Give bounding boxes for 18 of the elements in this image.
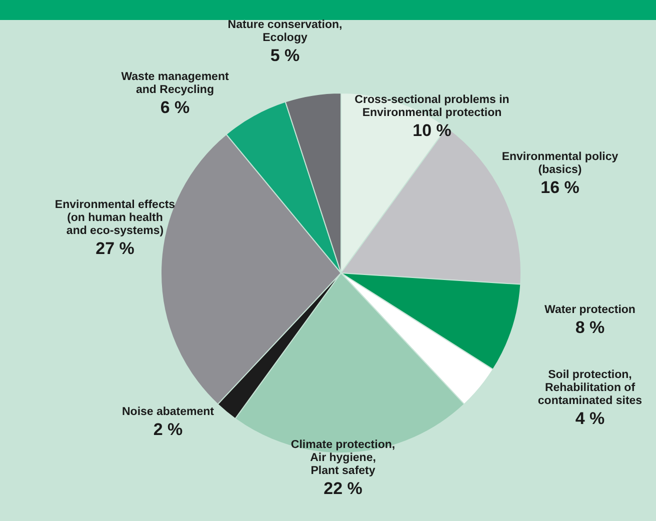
- data-label: 6 %: [160, 98, 190, 117]
- data-label: 16 %: [540, 178, 580, 197]
- data-label: 22 %: [324, 479, 362, 498]
- data-label: 4 %: [575, 409, 605, 428]
- slice-label: Environmental effects (on human health and eco-systems): [54, 199, 176, 237]
- slice-label: Waste management and Recycling: [121, 71, 229, 96]
- data-label: 10 %: [412, 121, 452, 140]
- data-label: 5 %: [270, 46, 300, 65]
- slice-label: Climate protection, Air hygiene, Plant safety: [290, 439, 396, 477]
- data-label: 2 %: [153, 420, 183, 439]
- slice-label: Noise abatement: [122, 406, 214, 418]
- data-label: 27 %: [96, 239, 134, 258]
- slice-label: Cross-sectional problems in Environmental protection: [354, 94, 510, 119]
- slice-label: Nature conservation, Ecology: [228, 19, 342, 44]
- slice-label: Environmental policy (basics): [502, 151, 619, 176]
- data-label: 8 %: [575, 318, 605, 337]
- slice-label: Soil protection, Rehabilitation of contaminated sites: [538, 369, 642, 407]
- slice-label: Water protection: [544, 304, 636, 316]
